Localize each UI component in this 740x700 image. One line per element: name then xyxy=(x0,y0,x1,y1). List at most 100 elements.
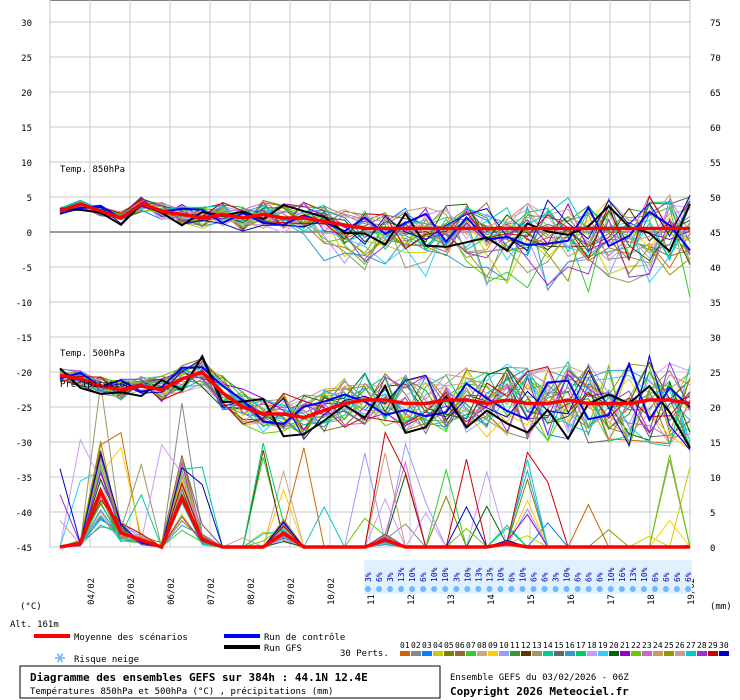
snow-risk-icon xyxy=(365,586,371,592)
snow-risk-icon xyxy=(431,586,438,592)
member-16-t850-line xyxy=(59,201,691,292)
left-tick-label: -10 xyxy=(16,299,32,309)
member-color-swatch xyxy=(433,651,443,656)
member-color-swatch xyxy=(554,651,564,656)
member-number: 15 xyxy=(554,641,564,650)
snow-risk-value: 13% xyxy=(485,567,494,582)
member-color-swatch xyxy=(422,651,432,656)
snow-risk-icon xyxy=(475,586,482,592)
snow-risk-value: 10% xyxy=(441,567,450,582)
right-tick-label: 35 xyxy=(710,299,721,309)
left-tick-label: 15 xyxy=(21,124,32,134)
snow-risk-icon xyxy=(508,586,515,592)
x-tick-label: 06/02 xyxy=(167,578,177,605)
snow-risk-icon xyxy=(409,586,416,592)
snow-risk-value: 10% xyxy=(496,567,505,582)
right-tick-label: 65 xyxy=(710,89,721,99)
left-tick-label: -5 xyxy=(21,264,32,274)
right-tick-label: 5 xyxy=(710,509,715,519)
member-number: 23 xyxy=(642,641,652,650)
snow-risk-icon xyxy=(618,586,625,592)
snow-risk-value: 10% xyxy=(463,567,472,582)
x-tick-label: 07/02 xyxy=(207,578,217,605)
snow-risk-icon xyxy=(519,586,526,592)
member-number: 30 xyxy=(719,641,729,650)
snow-risk-icon xyxy=(387,586,394,592)
right-tick-label: 75 xyxy=(710,19,721,29)
member-number: 27 xyxy=(686,641,696,650)
snow-risk-icon xyxy=(442,586,449,592)
t850-label: Temp. 850hPa xyxy=(60,165,125,175)
member-number: 21 xyxy=(620,641,630,650)
x-tick-label: 09/02 xyxy=(287,578,297,605)
snow-risk-icon xyxy=(585,586,592,592)
left-tick-label: 30 xyxy=(21,19,32,29)
member-color-swatch xyxy=(598,651,608,656)
member-color-swatch xyxy=(488,651,498,656)
left-tick-label: 25 xyxy=(21,54,32,64)
snow-risk-icon xyxy=(464,586,471,592)
footer-copyright: Copyright 2026 Meteociel.fr xyxy=(450,685,629,698)
x-tick-label: 08/02 xyxy=(247,578,257,605)
snow-risk-value: 6% xyxy=(684,572,693,582)
member-number: 03 xyxy=(422,641,432,650)
snow-risk-icon xyxy=(640,586,647,592)
snow-risk-value: 10% xyxy=(640,567,649,582)
snow-risk-value: 3% xyxy=(452,572,461,582)
legend-control-label: Run de contrôle xyxy=(264,632,345,643)
x-tick-label: 05/02 xyxy=(127,578,137,605)
right-tick-label: 40 xyxy=(710,264,721,274)
snow-risk-icon xyxy=(486,586,493,592)
snow-risk-icon xyxy=(596,586,603,592)
snow-risk-icon xyxy=(398,586,405,592)
t500-label: Temp. 500hPa xyxy=(60,349,125,359)
snow-risk-value: 10% xyxy=(430,567,439,582)
left-tick-label: 20 xyxy=(21,89,32,99)
member-color-swatch xyxy=(477,651,487,656)
member-color-swatch xyxy=(708,651,718,656)
snow-risk-icon xyxy=(629,586,636,592)
member-number: 17 xyxy=(576,641,586,650)
snow-risk-value: 10% xyxy=(607,567,616,582)
snow-risk-value: 13% xyxy=(474,567,483,582)
member-color-swatch xyxy=(631,651,641,656)
member-number: 02 xyxy=(411,641,421,650)
member-21-t500-line xyxy=(59,371,691,434)
snow-risk-value: 6% xyxy=(662,572,671,582)
member-number: 29 xyxy=(708,641,718,650)
snow-risk-value: 3% xyxy=(552,572,561,582)
right-tick-label: 30 xyxy=(710,334,721,344)
member-color-swatch xyxy=(499,651,509,656)
gfs-t500-line xyxy=(59,354,691,449)
member-number: 04 xyxy=(433,641,443,650)
right-tick-label: 15 xyxy=(710,439,721,449)
control-t500-line xyxy=(59,361,691,425)
snow-risk-icon xyxy=(453,586,460,592)
right-tick-label: 10 xyxy=(710,474,721,484)
snow-risk-icon xyxy=(574,586,581,592)
member-color-swatch xyxy=(565,651,575,656)
member-color-swatch xyxy=(609,651,619,656)
member-29-t500-line xyxy=(59,356,691,428)
member-color-swatch xyxy=(653,651,663,656)
member-14-t850-line xyxy=(59,194,691,262)
member-number: 13 xyxy=(532,641,542,650)
snow-risk-icon xyxy=(673,586,680,592)
left-tick-label: -15 xyxy=(16,334,32,344)
snow-risk-icon xyxy=(420,586,427,592)
member-number: 25 xyxy=(664,641,674,650)
right-tick-label: 55 xyxy=(710,159,721,169)
member-number: 16 xyxy=(565,641,575,650)
left-tick-label: -20 xyxy=(16,369,32,379)
snow-risk-value: 16% xyxy=(618,567,627,582)
member-number: 01 xyxy=(400,641,410,650)
member-number: 20 xyxy=(609,641,619,650)
altitude-label: Alt. 161m xyxy=(10,620,59,630)
snow-risk-icon xyxy=(607,586,614,592)
member-color-swatch xyxy=(664,651,674,656)
right-tick-label: 60 xyxy=(710,124,721,134)
member-color-swatch xyxy=(620,651,630,656)
snow-risk-value: 6% xyxy=(419,572,428,582)
legend-mean-label: Moyenne des scénarios xyxy=(74,632,188,643)
